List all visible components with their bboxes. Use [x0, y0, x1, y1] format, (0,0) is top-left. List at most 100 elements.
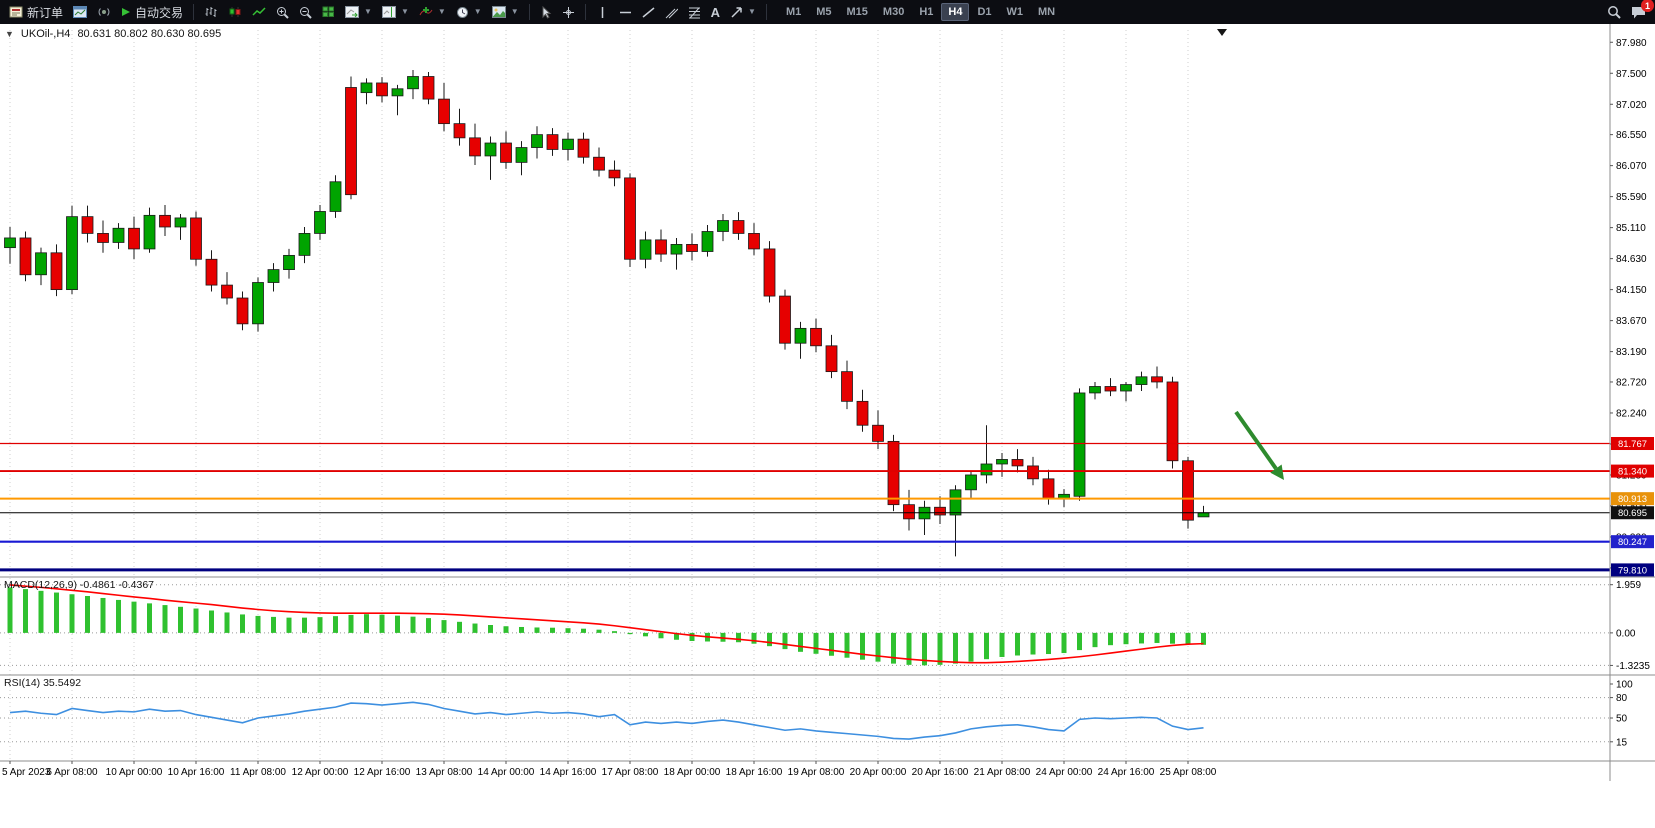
bar-chart-type-button[interactable]	[200, 2, 222, 22]
svg-text:84.150: 84.150	[1616, 285, 1647, 296]
svg-text:25 Apr 08:00: 25 Apr 08:00	[1160, 767, 1217, 778]
svg-text:17 Apr 08:00: 17 Apr 08:00	[602, 767, 659, 778]
periods-button[interactable]: ▼	[452, 2, 486, 22]
zoom-out-button[interactable]	[295, 2, 316, 22]
notifications-button[interactable]: 1	[1627, 0, 1654, 22]
zoom-in-button[interactable]	[272, 2, 293, 22]
one-click-trading-toggle[interactable]: ▼	[5, 29, 14, 39]
svg-text:85.590: 85.590	[1616, 192, 1647, 203]
timeframe-group: M1 M5 M15 M30 H1 H4 D1 W1 MN	[779, 3, 1062, 21]
arrows-tool-button[interactable]: ▼	[726, 2, 760, 22]
svg-text:80.247: 80.247	[1618, 537, 1647, 548]
trendline-tool-button[interactable]	[638, 2, 659, 22]
svg-text:14 Apr 00:00: 14 Apr 00:00	[478, 767, 535, 778]
price-tag-80.247	[1611, 535, 1654, 549]
svg-text:18 Apr 16:00: 18 Apr 16:00	[726, 767, 783, 778]
timeframe-m1-button[interactable]: M1	[779, 3, 808, 21]
svg-text:6 Apr 08:00: 6 Apr 08:00	[46, 767, 98, 778]
chart-shift-icon	[381, 6, 396, 18]
candlestick-icon	[228, 6, 242, 18]
timeframe-mn-button[interactable]: MN	[1031, 3, 1062, 21]
chevron-down-icon: ▼	[510, 7, 519, 16]
search-icon	[1607, 5, 1621, 19]
trendline-icon	[642, 6, 655, 19]
rsi-line	[9, 701, 1204, 740]
svg-text:12 Apr 16:00: 12 Apr 16:00	[354, 767, 411, 778]
chart-shift-button[interactable]: ▼	[378, 2, 413, 22]
autotrade-button[interactable]: 自动交易	[117, 2, 187, 22]
timeframe-d1-button[interactable]: D1	[970, 3, 998, 21]
channel-tool-button[interactable]	[661, 2, 682, 22]
fibonacci-tool-button[interactable]	[684, 2, 705, 22]
svg-text:82.720: 82.720	[1616, 377, 1647, 388]
svg-text:13 Apr 08:00: 13 Apr 08:00	[416, 767, 473, 778]
trend-arrow-annotation[interactable]	[1234, 410, 1284, 480]
svg-text:-1.3235: -1.3235	[1616, 661, 1650, 672]
text-tool-button[interactable]: A	[707, 2, 724, 22]
signals-button[interactable]	[93, 2, 115, 22]
timeframe-m5-button[interactable]: M5	[809, 3, 838, 21]
chart-shift-marker[interactable]	[1217, 29, 1227, 36]
rsi-axis[interactable]: 100 80 50 15	[1610, 680, 1633, 749]
timeframe-w1-button[interactable]: W1	[1000, 3, 1031, 21]
new-order-icon	[9, 6, 23, 18]
svg-text:83.190: 83.190	[1616, 347, 1647, 358]
gridlines	[9, 30, 1189, 761]
search-button[interactable]	[1603, 2, 1625, 22]
svg-text:86.070: 86.070	[1616, 161, 1647, 172]
auto-scroll-icon	[345, 6, 360, 18]
svg-text:24 Apr 16:00: 24 Apr 16:00	[1098, 767, 1155, 778]
indicator-levels	[0, 584, 1610, 743]
svg-text:1.959: 1.959	[1616, 580, 1641, 591]
timeframe-h1-button[interactable]: H1	[912, 3, 940, 21]
svg-text:83.670: 83.670	[1616, 316, 1647, 327]
auto-scroll-button[interactable]: ▼	[341, 2, 376, 22]
chevron-down-icon: ▼	[364, 7, 372, 16]
vertical-line-tool-button[interactable]	[592, 2, 613, 22]
chart-canvas[interactable]: 87.980 87.500 87.020 86.550 86.070 85.590 85.1…	[0, 24, 1655, 828]
indicators-button[interactable]: ▼	[415, 2, 450, 22]
template-icon	[491, 6, 506, 18]
zoom-out-icon	[299, 6, 312, 19]
cursor-icon	[540, 5, 552, 19]
chart-window-button[interactable]	[69, 2, 91, 22]
toolbar-separator	[193, 4, 195, 20]
vertical-line-icon	[596, 6, 609, 19]
candlestick-chart-type-button[interactable]	[224, 2, 246, 22]
crosshair-tool-button[interactable]	[558, 2, 579, 22]
templates-button[interactable]: ▼	[488, 2, 523, 22]
svg-text:81.767: 81.767	[1618, 439, 1647, 450]
svg-text:85.110: 85.110	[1616, 223, 1646, 234]
chart-window-icon	[73, 6, 88, 18]
svg-text:86.550: 86.550	[1616, 130, 1647, 141]
horizontal-price-lines[interactable]	[0, 442, 1610, 572]
svg-text:20 Apr 16:00: 20 Apr 16:00	[912, 767, 969, 778]
macd-axis[interactable]: 1.959 0.00 -1.3235	[1610, 580, 1650, 672]
price-tag-80.913	[1611, 492, 1654, 506]
tile-windows-button[interactable]	[318, 2, 339, 22]
ohlc-readout: 80.631 80.802 80.630 80.695	[77, 28, 222, 40]
toolbar: 新订单 自动交易 ▼ ▼ ▼ ▼ ▼	[0, 0, 1655, 24]
add-indicator-icon	[419, 6, 433, 18]
svg-text:0.00: 0.00	[1616, 628, 1636, 639]
macd-histogram	[7, 587, 1206, 666]
cursor-tool-button[interactable]	[536, 2, 556, 22]
timeframe-m15-button[interactable]: M15	[840, 3, 875, 21]
svg-text:10 Apr 00:00: 10 Apr 00:00	[106, 767, 163, 778]
timeframe-m30-button[interactable]: M30	[876, 3, 911, 21]
line-chart-type-button[interactable]	[248, 2, 270, 22]
svg-text:84.630: 84.630	[1616, 254, 1647, 265]
symbol-header: ▼ UKOil-,H4 80.631 80.802 80.630 80.695	[5, 28, 221, 40]
crosshair-icon	[562, 6, 575, 19]
timeframe-h4-button[interactable]: H4	[941, 3, 970, 21]
price-tag-81.767	[1611, 437, 1654, 451]
toolbar-separator	[528, 4, 530, 20]
candlestick-series	[4, 70, 1210, 557]
svg-text:100: 100	[1616, 680, 1633, 691]
chevron-down-icon: ▼	[748, 7, 756, 16]
horizontal-line-tool-button[interactable]	[615, 2, 636, 22]
svg-text:79.810: 79.810	[1618, 565, 1647, 576]
new-order-button[interactable]: 新订单	[5, 2, 67, 22]
symbol-period-label: UKOil-,H4	[20, 28, 71, 40]
